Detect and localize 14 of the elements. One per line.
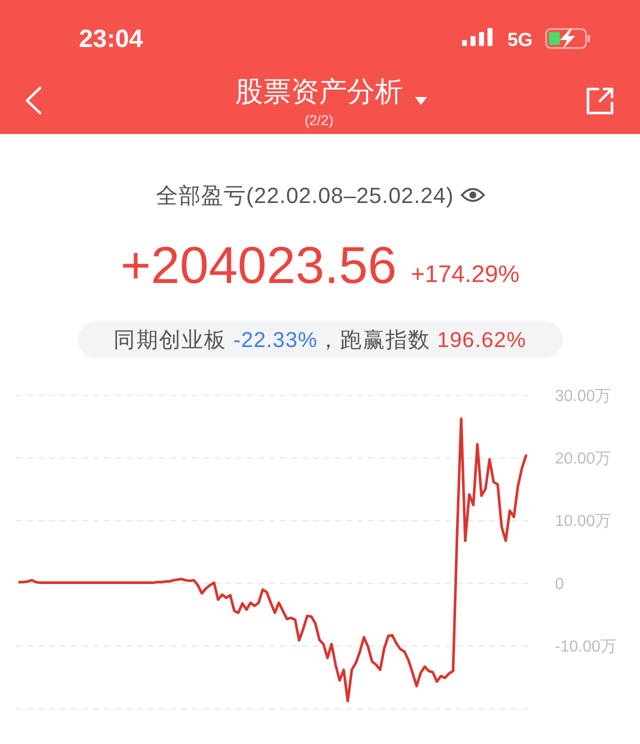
chart-title: 股票资产分析 [235,76,403,107]
y-tick-label: 0 [555,576,564,593]
y-tick-label: 10.00万 [555,513,612,530]
text: 同期创业板 -22.33%，跑赢指数 196.62% [114,328,526,352]
line-series [18,417,528,702]
text: 23:04 [79,25,144,53]
y-tick-label: 30.00万 [555,388,612,405]
text: +204023.56 [120,237,397,295]
y-tick-label: 20.00万 [555,450,612,468]
text: +174.29% [410,261,520,288]
chart-subtitle: 全部盈亏(22.02.08–25.02.24) [156,183,454,208]
text: (2/2) [304,112,334,128]
y-tick-label: -10.00万 [555,638,616,656]
text: 5G [507,30,533,51]
